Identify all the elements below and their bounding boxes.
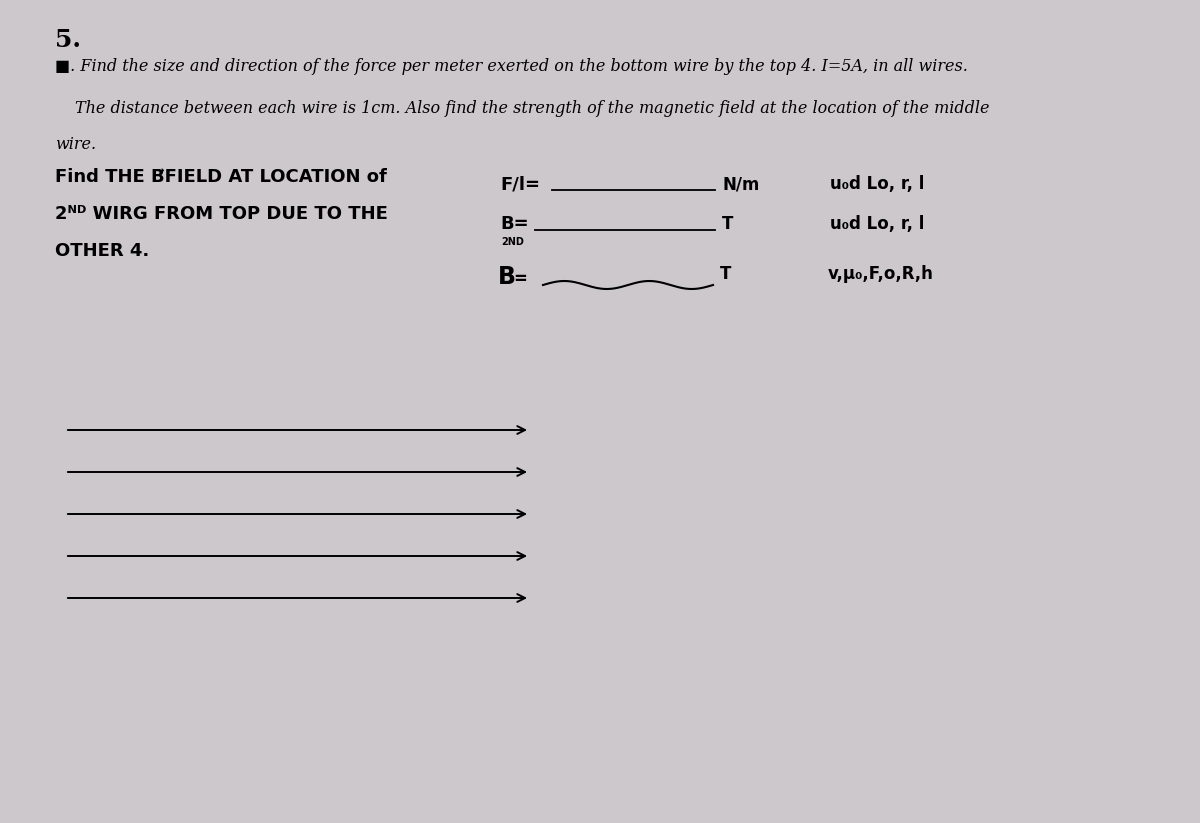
Text: B: B [498, 265, 516, 289]
Text: F/l=: F/l= [500, 175, 540, 193]
Text: 2ᴺᴰ WIRG FROM TOP DUE TO THE: 2ᴺᴰ WIRG FROM TOP DUE TO THE [55, 205, 388, 223]
Text: The distance between each wire is 1cm. Also find the strength of the magnetic fi: The distance between each wire is 1cm. A… [74, 100, 990, 117]
Text: u₀d Lo, r, l: u₀d Lo, r, l [830, 215, 924, 233]
Text: T: T [720, 265, 731, 283]
Text: 5.: 5. [55, 28, 82, 52]
Text: wire.: wire. [55, 136, 96, 153]
Text: B=: B= [500, 215, 529, 233]
Text: T: T [722, 215, 733, 233]
Text: 2ND: 2ND [502, 237, 524, 247]
Text: v,μ₀,F,o,R,h: v,μ₀,F,o,R,h [828, 265, 934, 283]
Text: N/m: N/m [722, 175, 760, 193]
Text: OTHER 4.: OTHER 4. [55, 242, 149, 260]
Text: ■. Find the size and direction of the force per meter exerted on the bottom wire: ■. Find the size and direction of the fo… [55, 58, 968, 75]
Text: =: = [514, 270, 527, 288]
Text: Find THE B⃗FIELD AT LOCATION of: Find THE B⃗FIELD AT LOCATION of [55, 168, 386, 186]
Text: u₀d Lo, r, l: u₀d Lo, r, l [830, 175, 924, 193]
